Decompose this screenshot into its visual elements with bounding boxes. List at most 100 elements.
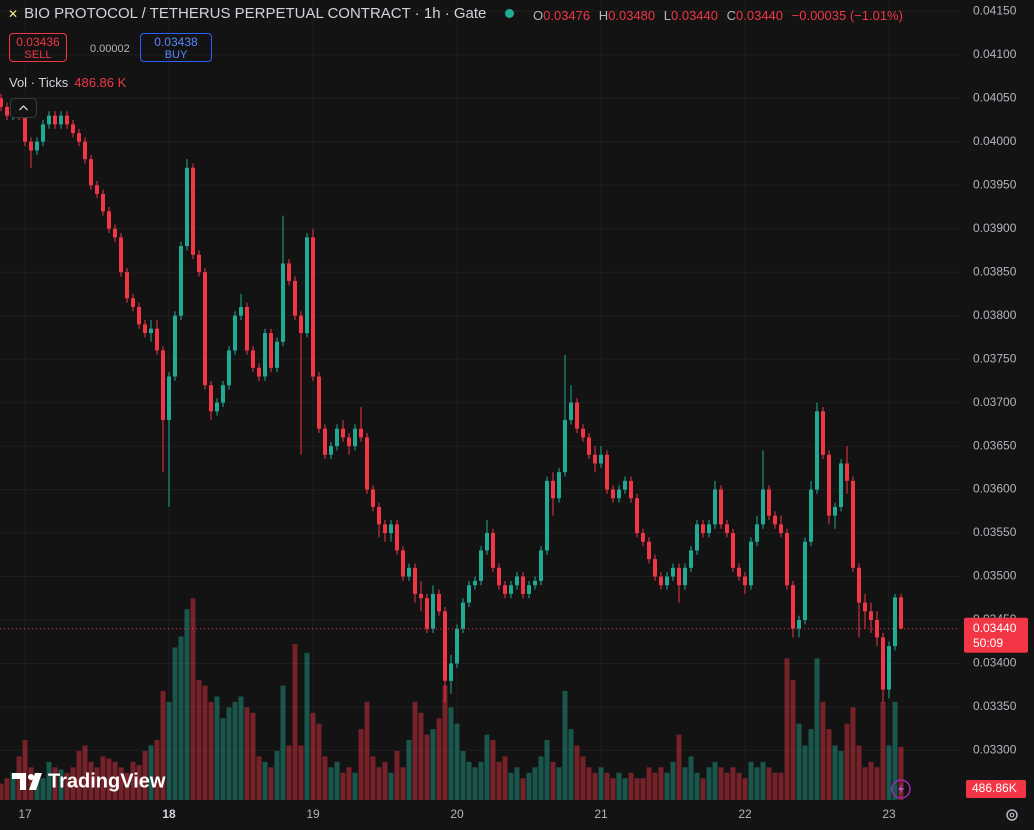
gear-icon[interactable] <box>1006 809 1018 821</box>
volume-bar <box>412 701 418 800</box>
volume-bar <box>382 761 388 800</box>
candle-body <box>647 541 651 560</box>
volume-bar <box>670 761 676 800</box>
volume-bar <box>232 701 238 800</box>
volume-bar <box>646 767 652 800</box>
candle-body <box>863 602 867 612</box>
lightning-button[interactable] <box>891 779 911 799</box>
candle-body <box>167 376 171 420</box>
volume-bar <box>814 658 820 800</box>
volume-bar <box>142 750 148 800</box>
volume-layer <box>0 598 904 800</box>
volume-bar <box>196 680 202 800</box>
logo-mark <box>12 773 26 790</box>
candle-body <box>239 306 243 316</box>
volume-bar <box>352 772 358 800</box>
candle-body <box>611 489 615 499</box>
x-tick-label: 21 <box>594 807 608 821</box>
candle-body <box>569 402 573 420</box>
volume-bar <box>160 691 166 800</box>
volume-bar <box>190 598 196 800</box>
x-tick-label: 22 <box>738 807 752 821</box>
sell-label[interactable]: SELL <box>24 49 52 61</box>
candle-body <box>653 559 657 577</box>
volume-bar <box>592 772 598 800</box>
lightning-circle[interactable] <box>891 779 911 799</box>
candle-body <box>899 597 903 629</box>
candle-body <box>215 402 219 412</box>
y-tick-label: 0.03700 <box>973 395 1017 409</box>
candle-body <box>557 472 561 499</box>
x-tick-label: 23 <box>882 807 896 821</box>
volume-bar <box>610 778 616 800</box>
candle-body <box>779 524 783 534</box>
volume-bar <box>10 772 16 800</box>
ohlc-key: L <box>663 8 671 23</box>
ohlc-value: 0.03440 <box>736 8 784 23</box>
volume-bar <box>718 767 724 800</box>
y-tick-label: 0.03300 <box>973 743 1017 757</box>
volume-bar <box>652 772 658 800</box>
candle-body <box>893 597 897 647</box>
candle-body <box>461 602 465 629</box>
volume-bar <box>268 767 274 800</box>
collapse-button[interactable] <box>10 98 37 118</box>
candle-body <box>869 611 873 620</box>
candle-body <box>155 328 159 351</box>
candle-body <box>131 298 135 307</box>
volume-bar <box>766 767 772 800</box>
buy-label[interactable]: BUY <box>164 49 188 61</box>
candle-body <box>71 124 75 134</box>
symbol-title: BIO PROTOCOL / TETHERUS PERPETUAL CONTRA… <box>24 5 487 22</box>
axis-layer: 0.033000.033500.034000.034500.035000.035… <box>0 3 1028 821</box>
chevron-path[interactable] <box>19 105 28 111</box>
candle-body <box>617 489 621 499</box>
volume-bar <box>214 696 220 800</box>
volume-bar <box>310 712 316 800</box>
y-tick-label: 0.03650 <box>973 438 1017 452</box>
candle-body <box>719 489 723 525</box>
countdown: 50:09 <box>973 636 1003 650</box>
buy-button[interactable]: 0.03438 BUY <box>140 33 212 62</box>
volume-bar <box>850 707 856 800</box>
volume-bar <box>82 745 88 800</box>
volume-bar <box>628 772 634 800</box>
candle-body <box>173 315 177 377</box>
settings-button[interactable] <box>1006 809 1018 821</box>
logo-mark <box>29 773 42 790</box>
candle-body <box>725 524 729 534</box>
candle-body <box>407 567 411 577</box>
volume-bar <box>562 691 568 800</box>
candle-body <box>509 585 513 594</box>
volume-bar <box>370 756 376 800</box>
volume-bar <box>796 723 802 800</box>
volume-bar <box>424 734 430 800</box>
lightning-icon[interactable] <box>898 783 904 795</box>
ohlc-value: 0.03440 <box>671 8 718 23</box>
candle-body <box>95 185 99 194</box>
candle-body <box>887 646 891 690</box>
volume-bar <box>772 772 778 800</box>
volume-bar <box>616 772 622 800</box>
buy-price[interactable]: 0.03438 <box>154 35 198 49</box>
volume-bar <box>526 772 532 800</box>
candle-body <box>689 550 693 568</box>
status-dot <box>504 9 514 18</box>
candle-body <box>731 533 735 568</box>
candle-body <box>41 124 45 142</box>
candle-body <box>707 524 711 534</box>
volume-bar <box>430 729 436 800</box>
candle-body <box>773 515 777 525</box>
gear-hub[interactable] <box>1009 812 1015 818</box>
candle-body <box>473 580 477 586</box>
volume-bar <box>58 769 64 800</box>
chevron[interactable] <box>11 99 36 117</box>
candle-body <box>749 541 753 586</box>
candle-body <box>65 115 69 125</box>
volume-bar <box>298 745 304 800</box>
candle-body <box>203 272 207 386</box>
sell-button[interactable]: 0.03436 SELL <box>9 33 67 62</box>
sell-price[interactable]: 0.03436 <box>16 35 60 49</box>
